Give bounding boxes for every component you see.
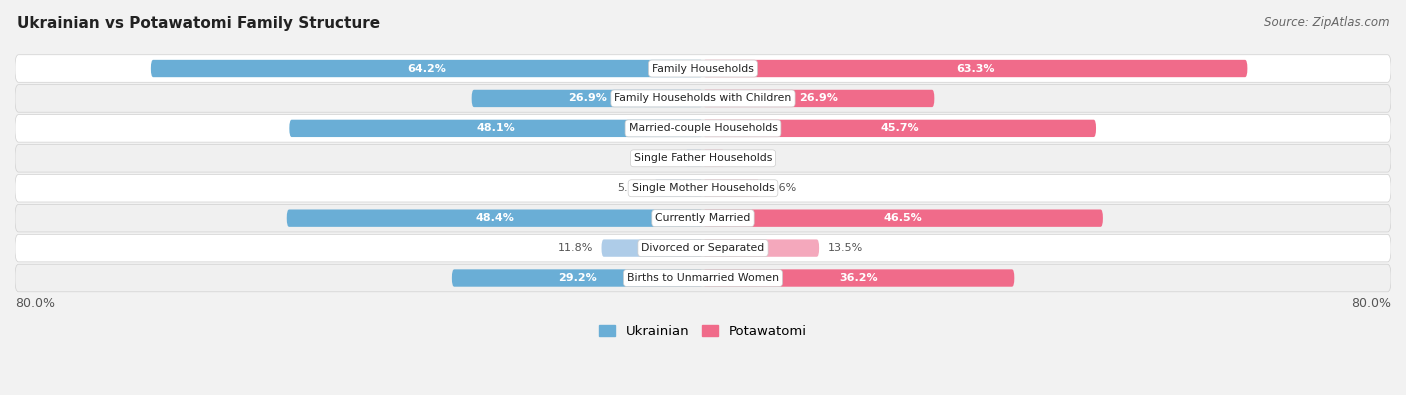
Text: 13.5%: 13.5% — [828, 243, 863, 253]
Text: 6.6%: 6.6% — [768, 183, 797, 193]
Text: 29.2%: 29.2% — [558, 273, 596, 283]
FancyBboxPatch shape — [15, 145, 1391, 172]
Text: 26.9%: 26.9% — [799, 94, 838, 103]
Text: Single Father Households: Single Father Households — [634, 153, 772, 163]
Text: Single Mother Households: Single Mother Households — [631, 183, 775, 193]
Text: 26.9%: 26.9% — [568, 94, 607, 103]
FancyBboxPatch shape — [290, 120, 703, 137]
Text: 64.2%: 64.2% — [408, 64, 446, 73]
Text: 80.0%: 80.0% — [15, 297, 55, 310]
Text: Source: ZipAtlas.com: Source: ZipAtlas.com — [1264, 16, 1389, 29]
FancyBboxPatch shape — [15, 115, 1391, 142]
FancyBboxPatch shape — [703, 120, 1097, 137]
Legend: Ukrainian, Potawatomi: Ukrainian, Potawatomi — [593, 320, 813, 343]
FancyBboxPatch shape — [703, 60, 1247, 77]
Text: 2.5%: 2.5% — [733, 153, 762, 163]
FancyBboxPatch shape — [15, 85, 1391, 112]
FancyBboxPatch shape — [703, 209, 1102, 227]
Text: 11.8%: 11.8% — [558, 243, 593, 253]
FancyBboxPatch shape — [471, 90, 703, 107]
Text: 45.7%: 45.7% — [880, 123, 920, 134]
Text: 5.7%: 5.7% — [617, 183, 645, 193]
Text: 36.2%: 36.2% — [839, 273, 877, 283]
Text: Ukrainian vs Potawatomi Family Structure: Ukrainian vs Potawatomi Family Structure — [17, 16, 380, 31]
FancyBboxPatch shape — [287, 209, 703, 227]
Text: Currently Married: Currently Married — [655, 213, 751, 223]
Text: 46.5%: 46.5% — [883, 213, 922, 223]
Text: Births to Unmarried Women: Births to Unmarried Women — [627, 273, 779, 283]
FancyBboxPatch shape — [685, 150, 703, 167]
FancyBboxPatch shape — [602, 239, 703, 257]
FancyBboxPatch shape — [703, 239, 820, 257]
Text: Family Households: Family Households — [652, 64, 754, 73]
Text: Divorced or Separated: Divorced or Separated — [641, 243, 765, 253]
FancyBboxPatch shape — [150, 60, 703, 77]
FancyBboxPatch shape — [703, 269, 1014, 287]
Text: 2.1%: 2.1% — [648, 153, 676, 163]
Text: 48.4%: 48.4% — [475, 213, 515, 223]
FancyBboxPatch shape — [703, 180, 759, 197]
FancyBboxPatch shape — [15, 55, 1391, 82]
FancyBboxPatch shape — [15, 204, 1391, 232]
FancyBboxPatch shape — [15, 264, 1391, 292]
Text: 80.0%: 80.0% — [1351, 297, 1391, 310]
Text: 48.1%: 48.1% — [477, 123, 516, 134]
FancyBboxPatch shape — [15, 175, 1391, 202]
FancyBboxPatch shape — [703, 150, 724, 167]
Text: Family Households with Children: Family Households with Children — [614, 94, 792, 103]
Text: 63.3%: 63.3% — [956, 64, 994, 73]
FancyBboxPatch shape — [451, 269, 703, 287]
FancyBboxPatch shape — [703, 90, 935, 107]
FancyBboxPatch shape — [654, 180, 703, 197]
Text: Married-couple Households: Married-couple Households — [628, 123, 778, 134]
FancyBboxPatch shape — [15, 234, 1391, 262]
